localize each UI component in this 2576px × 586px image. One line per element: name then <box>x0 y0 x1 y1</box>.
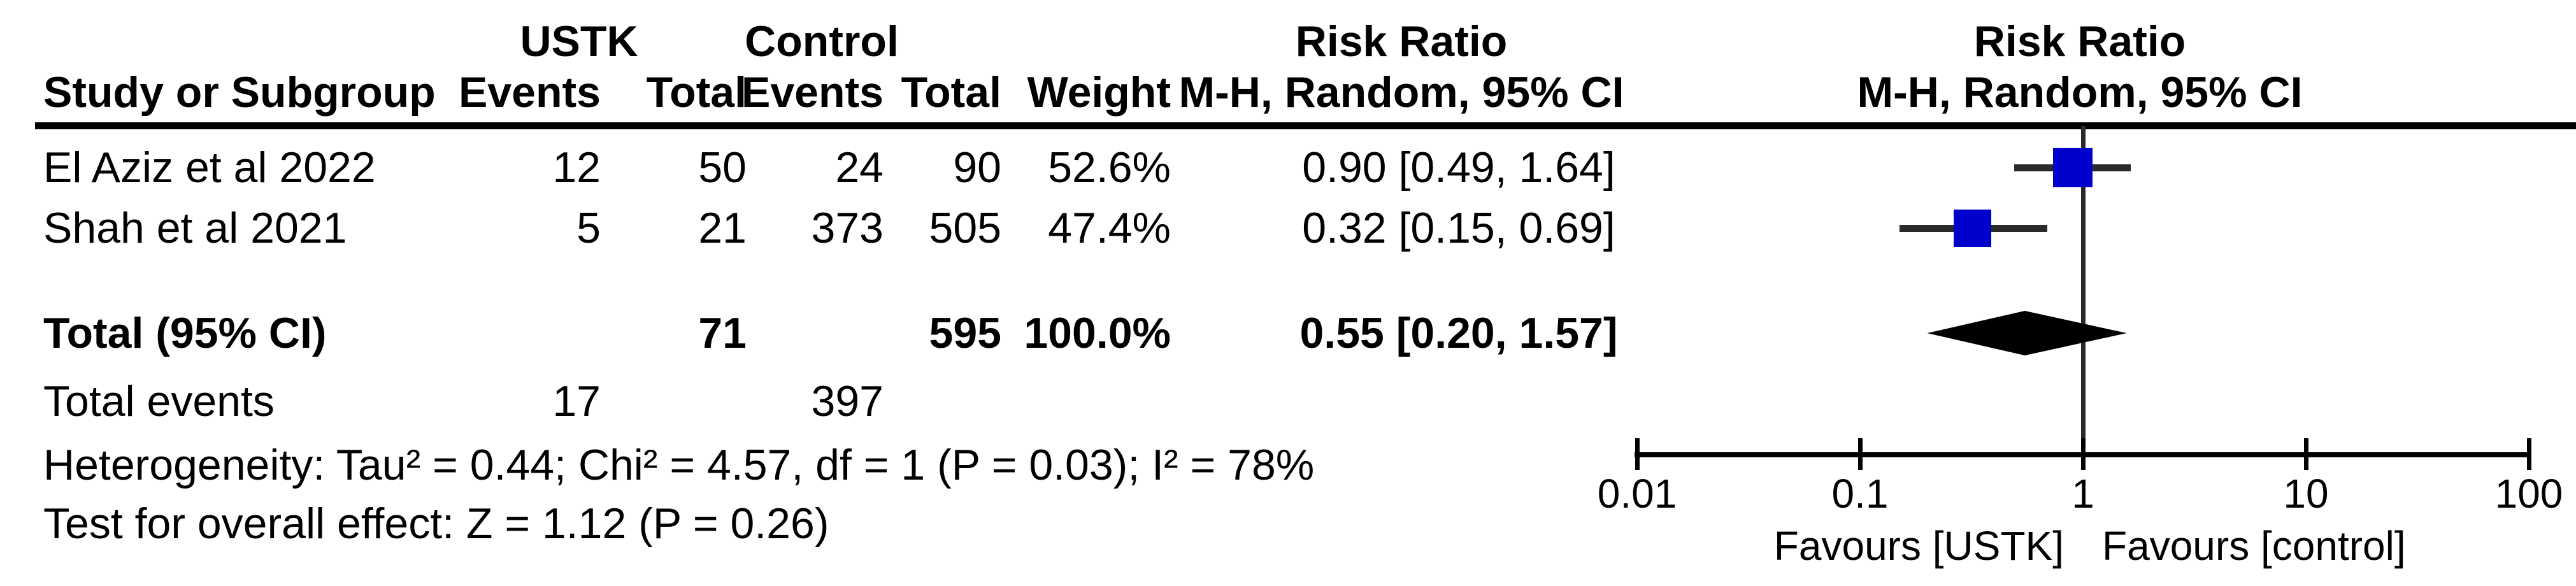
study-name: Shah et al 2021 <box>43 204 347 252</box>
axis-tick-label: 0.01 <box>1597 471 1677 517</box>
total-weight: 100.0% <box>1024 309 1171 357</box>
axis-tick-label: 10 <box>2283 471 2329 517</box>
risk-ratio-header-plot: Risk Ratio <box>1973 17 2186 66</box>
axis-tick <box>1857 438 1863 470</box>
axis-tick-label: 100 <box>2494 471 2563 517</box>
total-ustk-total: 71 <box>698 309 747 357</box>
col-header-ci-plot: M-H, Random, 95% CI <box>1857 68 2303 117</box>
col-header-ustk-events: Events <box>459 68 601 117</box>
risk-ratio-header-table: Risk Ratio <box>1295 17 1508 66</box>
total-events-control-value: 397 <box>811 377 884 425</box>
ci-text-value: 0.90 [0.49, 1.64] <box>1302 143 1615 192</box>
overall-effect-stats: Test for overall effect: Z = 1.12 (P = 0… <box>43 499 829 548</box>
total-ci-text: 0.55 [0.20, 1.57] <box>1299 309 1618 357</box>
axis-tick <box>2303 438 2308 470</box>
ustk-events-value: 5 <box>576 204 601 252</box>
axis-tick-label: 0.1 <box>1831 471 1889 517</box>
favours-right-label: Favours [control] <box>2102 523 2406 569</box>
total-row-label: Total (95% CI) <box>43 309 327 357</box>
col-header-ustk-total: Total <box>646 68 747 117</box>
axis-tick-label: 1 <box>2072 471 2094 517</box>
weight-value: 52.6% <box>1048 143 1171 192</box>
total-events-ustk-value: 17 <box>552 377 601 425</box>
effect-square <box>2052 148 2093 187</box>
axis-tick <box>2526 438 2531 470</box>
axis-tick <box>2080 438 2086 470</box>
col-header-ci-table: M-H, Random, 95% CI <box>1178 68 1624 117</box>
control-total-value: 90 <box>953 143 1001 192</box>
col-header-control-total: Total <box>901 68 1001 117</box>
header-divider <box>35 122 2576 129</box>
ustk-events-value: 12 <box>552 143 601 192</box>
col-header-weight: Weight <box>1027 68 1171 117</box>
ustk-total-value: 21 <box>698 204 747 252</box>
group-header-control: Control <box>745 17 899 66</box>
null-effect-line <box>2081 126 2086 454</box>
col-header-control-events: Events <box>741 68 884 117</box>
axis-tick <box>1635 438 1640 470</box>
total-control-total: 595 <box>929 309 1001 357</box>
summary-diamond <box>1927 311 2127 355</box>
ci-text-value: 0.32 [0.15, 0.69] <box>1302 204 1615 252</box>
favours-left-label: Favours [USTK] <box>1773 523 2064 569</box>
heterogeneity-stats: Heterogeneity: Tau² = 0.44; Chi² = 4.57,… <box>43 441 1315 489</box>
study-name: El Aziz et al 2022 <box>43 143 376 192</box>
total-events-label: Total events <box>43 377 275 425</box>
group-header-ustk: USTK <box>520 17 638 66</box>
weight-value: 47.4% <box>1048 204 1171 252</box>
control-events-value: 24 <box>835 143 884 192</box>
col-header-study: Study or Subgroup <box>43 68 436 117</box>
effect-square <box>1954 209 1992 247</box>
control-events-value: 373 <box>811 204 884 252</box>
ustk-total-value: 50 <box>698 143 747 192</box>
control-total-value: 505 <box>929 204 1001 252</box>
